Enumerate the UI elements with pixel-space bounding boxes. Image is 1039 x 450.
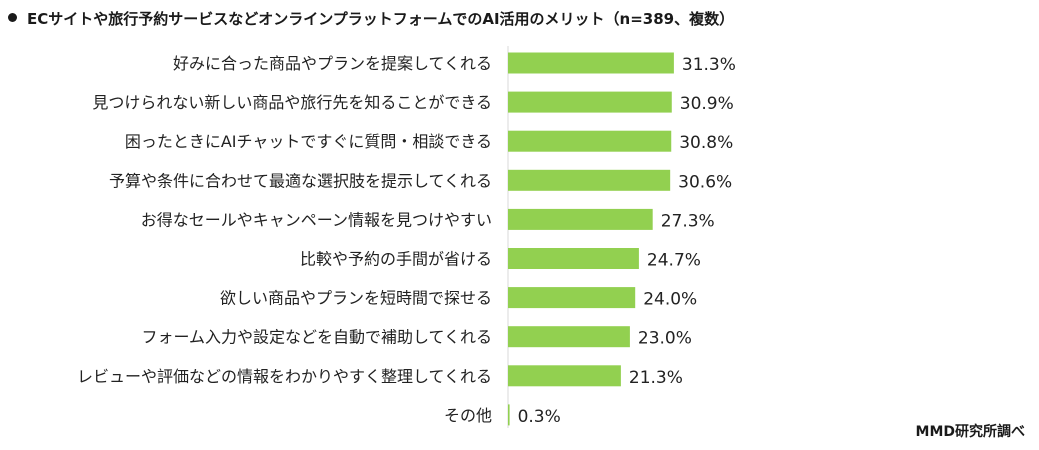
bar: [508, 52, 674, 74]
category-label: レビューや評価などの情報をわかりやすく整理してくれる: [77, 367, 492, 386]
bar: [508, 404, 510, 426]
bar: [508, 208, 653, 230]
category-label: 予算や条件に合わせて最適な選択肢を提示してくれる: [109, 171, 492, 190]
bar: [508, 287, 636, 309]
category-label: 困ったときにAIチャットですぐに質問・相談できる: [125, 132, 492, 151]
value-label: 21.3%: [629, 368, 683, 388]
category-label: フォーム入力や設定などを自動で補助してくれる: [141, 328, 492, 347]
value-label: 24.7%: [647, 251, 701, 271]
category-label: 好みに合った商品やプランを提案してくれる: [173, 54, 492, 73]
chart-title-text: ECサイトや旅行予約サービスなどオンラインプラットフォームでのAI活用のメリット…: [27, 10, 735, 28]
bar: [508, 248, 639, 269]
value-label: 30.8%: [679, 133, 733, 153]
chart-title: ECサイトや旅行予約サービスなどオンラインプラットフォームでのAI活用のメリット…: [8, 8, 734, 29]
value-label: 0.3%: [518, 407, 561, 427]
value-label: 24.0%: [643, 290, 697, 310]
category-label: お得なセールやキャンペーン情報を見つけやすい: [141, 210, 492, 229]
value-label: 31.3%: [682, 55, 736, 75]
title-bullet-icon: [8, 13, 17, 22]
category-label: 見つけられない新しい商品や旅行先を知ることができる: [92, 93, 492, 112]
bar: [508, 169, 671, 191]
source-note: MMD研究所調べ: [915, 424, 1025, 440]
bar: [508, 130, 672, 152]
bar: [508, 91, 672, 113]
category-label: その他: [444, 406, 492, 425]
value-label: 27.3%: [661, 211, 715, 231]
value-label: 30.9%: [680, 94, 734, 114]
category-label: 比較や予約の手間が省ける: [300, 250, 492, 269]
value-label: 30.6%: [678, 172, 732, 192]
bar: [508, 365, 621, 387]
value-label: 23.0%: [638, 329, 692, 349]
category-label: 欲しい商品やプランを短時間で探せる: [220, 289, 492, 308]
bar: [508, 326, 630, 348]
